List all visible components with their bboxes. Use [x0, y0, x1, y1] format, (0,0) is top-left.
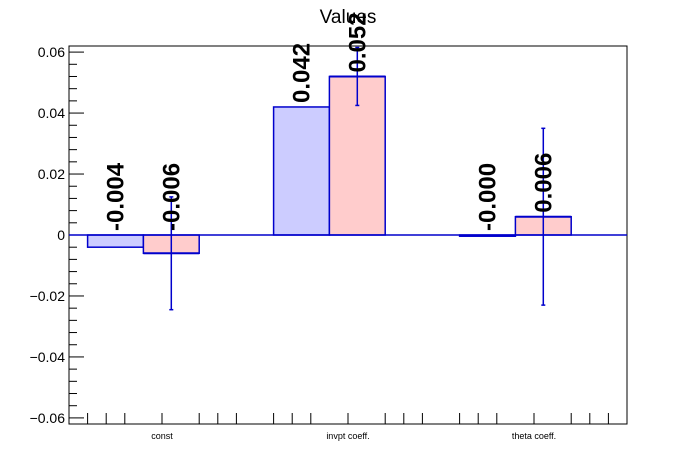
- y-axis: −0.06 −0.04 −0.02 0 0.02 0.04 0.06: [30, 44, 84, 426]
- y-tick-label: 0: [57, 227, 65, 243]
- data-labels: -0.004 0.042 -0.000 -0.006 0.052 0.006: [103, 12, 558, 231]
- data-label: -0.006: [158, 163, 185, 231]
- y-tick-label: 0.02: [38, 166, 65, 182]
- x-axis: const invpt coeff. theta coeff.: [87, 413, 609, 441]
- data-label: -0.004: [103, 162, 130, 231]
- x-tick-label: invpt coeff.: [326, 431, 369, 441]
- y-tick-label: 0.04: [38, 105, 65, 121]
- x-tick-label: theta coeff.: [512, 431, 556, 441]
- data-label: 0.052: [344, 12, 371, 72]
- error-bars: [143, 46, 572, 311]
- data-label: 0.006: [530, 153, 557, 213]
- bar: [272, 106, 331, 236]
- data-label: -0.000: [475, 163, 502, 231]
- y-tick-label: 0.06: [38, 44, 65, 60]
- x-tick-label: const: [151, 431, 173, 441]
- chart-title: Values: [320, 7, 377, 28]
- y-tick-label: −0.06: [30, 410, 66, 426]
- bar: [86, 234, 145, 248]
- y-tick-label: −0.04: [30, 349, 66, 365]
- data-label: 0.042: [289, 43, 316, 103]
- y-tick-label: −0.02: [30, 288, 66, 304]
